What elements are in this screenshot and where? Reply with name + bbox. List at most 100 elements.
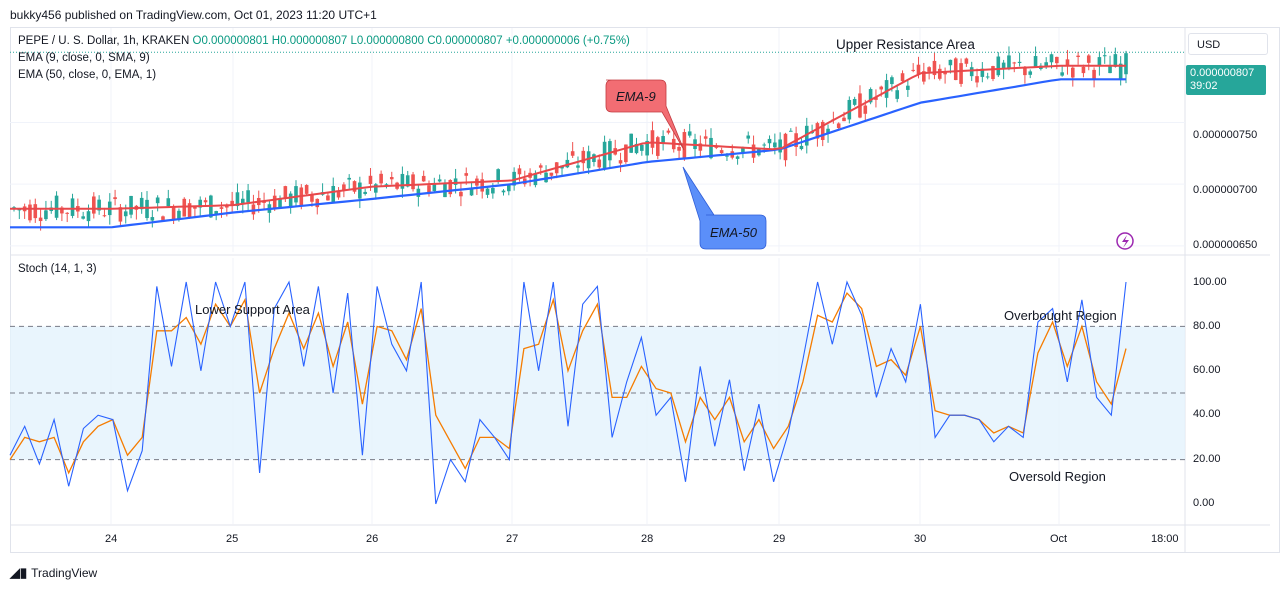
candle-body bbox=[597, 159, 602, 168]
stoch-legend[interactable]: Stoch (14, 1, 3) bbox=[18, 263, 97, 275]
candle-body bbox=[448, 180, 453, 195]
time-tick: 30 bbox=[914, 533, 927, 545]
candle-body bbox=[655, 137, 660, 156]
candle-body bbox=[246, 190, 250, 203]
candle-body bbox=[235, 192, 240, 207]
lightning-icon bbox=[1116, 232, 1134, 250]
candle-body bbox=[459, 191, 463, 197]
candle-body bbox=[155, 197, 160, 204]
symbol-legend[interactable]: PEPE / U. S. Dollar, 1h, KRAKEN O0.00000… bbox=[18, 35, 630, 47]
candle-body bbox=[432, 183, 437, 191]
candle-body bbox=[219, 207, 224, 209]
time-tick: 18:00 bbox=[1151, 533, 1179, 545]
candle-body bbox=[33, 204, 38, 219]
price-tick: 0.000000650 bbox=[1193, 239, 1258, 251]
candle-body bbox=[304, 185, 309, 194]
tradingview-footer[interactable]: ◢▮ TradingView bbox=[10, 565, 97, 581]
candle-body bbox=[1049, 54, 1054, 63]
candle-body bbox=[145, 199, 149, 219]
candle-body bbox=[129, 195, 133, 215]
candle-body bbox=[852, 98, 857, 105]
candle-body bbox=[629, 133, 633, 153]
candle-body bbox=[1081, 66, 1086, 74]
candle-body bbox=[118, 207, 123, 222]
candle-body bbox=[405, 175, 410, 187]
candle-body bbox=[948, 59, 953, 66]
candle-body bbox=[198, 199, 203, 208]
candle-body bbox=[1033, 56, 1038, 67]
candle-body bbox=[953, 58, 958, 81]
candle-body bbox=[1012, 62, 1017, 64]
candle-body bbox=[310, 195, 314, 202]
candle-body bbox=[1113, 54, 1118, 67]
candle-body bbox=[661, 136, 665, 143]
candle-body bbox=[725, 155, 729, 157]
candle-body bbox=[900, 73, 905, 82]
candle-body bbox=[491, 188, 495, 194]
candle-body bbox=[193, 206, 197, 209]
stoch-k-line bbox=[9, 280, 1127, 505]
candle-body bbox=[331, 185, 336, 203]
candle-body bbox=[586, 151, 591, 169]
time-tick: 24 bbox=[105, 533, 118, 545]
candle-body bbox=[81, 216, 85, 219]
candle-body bbox=[714, 146, 719, 148]
currency-selector[interactable]: USD bbox=[1188, 33, 1268, 55]
stoch-tick: 100.00 bbox=[1193, 276, 1227, 288]
candle-body bbox=[576, 165, 580, 168]
ema9-legend[interactable]: EMA (9, close, 0, SMA, 9) bbox=[18, 52, 150, 64]
candle-body bbox=[177, 210, 181, 219]
candle-body bbox=[469, 187, 474, 196]
candle-body bbox=[906, 85, 910, 90]
stoch-d-line bbox=[9, 291, 1127, 475]
candle-body bbox=[400, 173, 405, 189]
candle-body bbox=[570, 151, 575, 156]
candle-body bbox=[884, 80, 889, 98]
candle-body bbox=[820, 121, 825, 140]
candle-body bbox=[826, 128, 830, 134]
candle-body bbox=[1001, 62, 1006, 70]
chart-frame bbox=[10, 27, 1280, 553]
candle-body bbox=[815, 123, 820, 139]
candle-body bbox=[54, 195, 59, 218]
candle-body bbox=[677, 146, 681, 151]
candle-body bbox=[427, 185, 431, 194]
candle-body bbox=[932, 60, 937, 76]
candle-body bbox=[102, 215, 107, 217]
last-price-badge: 0.000000807 39:02 bbox=[1186, 65, 1266, 95]
candle-body bbox=[60, 207, 64, 214]
candle-body bbox=[916, 64, 921, 75]
candle-body bbox=[735, 156, 740, 159]
candle-body bbox=[1097, 57, 1102, 67]
ema50-legend[interactable]: EMA (50, close, 0, EMA, 1) bbox=[18, 69, 157, 81]
candle-body bbox=[294, 186, 298, 203]
candle-body bbox=[687, 131, 692, 136]
candle-body bbox=[512, 171, 516, 186]
candle-body bbox=[773, 142, 777, 148]
candle-body bbox=[315, 198, 320, 208]
candle-body bbox=[336, 190, 341, 198]
candle-body bbox=[959, 63, 963, 84]
candle-body bbox=[139, 197, 144, 210]
candle-body bbox=[166, 198, 171, 207]
candle-body bbox=[501, 190, 506, 193]
candle-body bbox=[384, 184, 389, 186]
candle-body bbox=[1070, 67, 1075, 78]
candle-body bbox=[182, 198, 187, 217]
candle-body bbox=[230, 200, 234, 206]
candle-body bbox=[879, 86, 884, 90]
candle-body bbox=[985, 76, 990, 78]
candle-body bbox=[92, 196, 96, 214]
candle-body bbox=[549, 172, 554, 176]
candle-body bbox=[150, 217, 155, 221]
symbol-label: PEPE / U. S. Dollar, 1h, KRAKEN bbox=[18, 35, 190, 47]
candle-body bbox=[389, 177, 394, 180]
candle-body bbox=[863, 105, 868, 114]
candle-body bbox=[171, 207, 176, 220]
candle-body bbox=[911, 69, 915, 71]
candle-body bbox=[283, 186, 288, 199]
candle-body bbox=[1023, 67, 1027, 76]
candle-body bbox=[251, 204, 256, 215]
candle-body bbox=[187, 203, 192, 218]
